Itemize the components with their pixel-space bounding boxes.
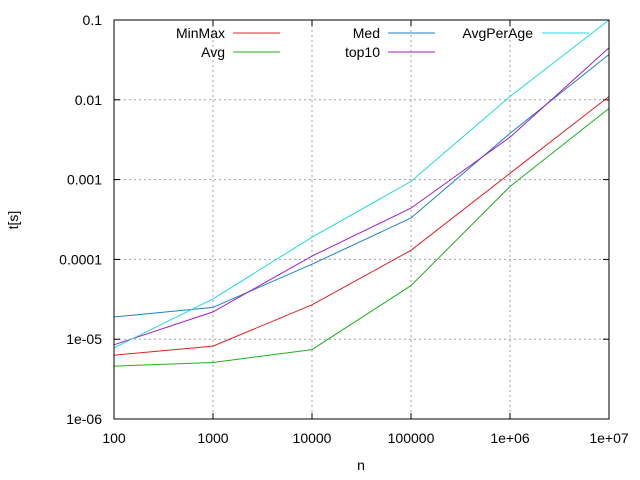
series-lines (113, 19, 610, 367)
series-line-minmax (113, 96, 610, 356)
y-tick-label: 0.0001 (59, 251, 102, 267)
axis-ticks (113, 19, 610, 420)
series-line-top10 (113, 47, 610, 346)
x-tick-label: 100000 (388, 430, 435, 446)
series-line-avgperage (113, 19, 610, 349)
y-tick-label: 1e-05 (66, 331, 102, 347)
x-tick-label: 1e+06 (490, 430, 530, 446)
series-line-avg (113, 108, 610, 367)
x-tick-labels: 100 1000 10000 100000 1e+06 1e+07 (102, 430, 629, 446)
legend-label: Avg (201, 44, 225, 60)
x-tick-label: 1e+07 (589, 430, 629, 446)
x-tick-label: 10000 (293, 430, 332, 446)
x-axis-label: n (357, 457, 365, 473)
y-tick-label: 0.001 (67, 172, 102, 188)
legend-item-avgperage: AvgPerAge (462, 25, 589, 41)
y-axis-label: t[s] (5, 211, 21, 230)
x-tick-label: 1000 (197, 430, 228, 446)
y-tick-label: 1e-06 (66, 411, 102, 427)
y-tick-label: 0.1 (83, 12, 103, 28)
plot-frame (113, 19, 610, 420)
legend-item-med: Med (353, 25, 435, 41)
legend-label: AvgPerAge (462, 25, 533, 41)
legend-item-top10: top10 (345, 44, 435, 60)
grid (114, 20, 609, 419)
legend-label: Med (353, 25, 380, 41)
y-tick-label: 0.01 (75, 92, 102, 108)
legend-item-avg: Avg (201, 44, 280, 60)
legend: MinMax Avg Med top10 AvgPerAge (176, 25, 589, 60)
legend-item-minmax: MinMax (176, 25, 280, 41)
series-line-med (113, 54, 610, 318)
legend-label: top10 (345, 44, 380, 60)
legend-label: MinMax (176, 25, 225, 41)
x-tick-label: 100 (102, 430, 126, 446)
y-tick-labels: 1e-06 1e-05 0.0001 0.001 0.01 0.1 (59, 12, 102, 427)
